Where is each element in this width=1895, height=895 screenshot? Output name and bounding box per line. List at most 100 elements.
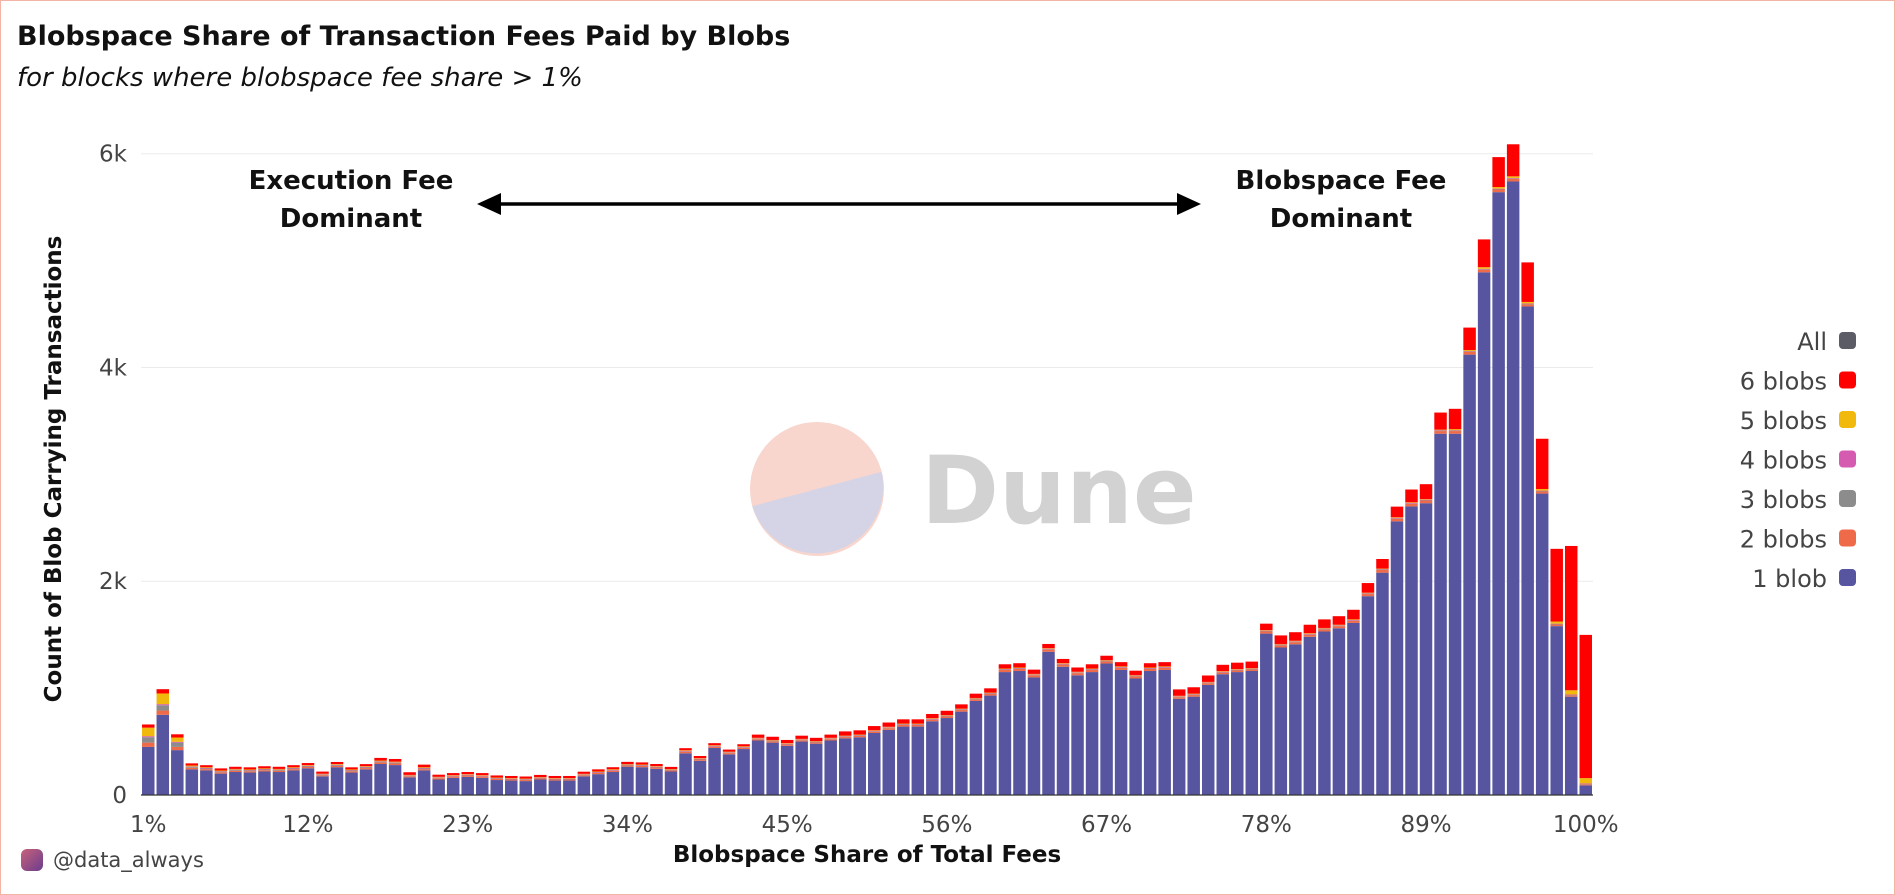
legend-label: 1 blob	[1752, 565, 1827, 593]
bar-segment-5-blobs	[563, 778, 576, 779]
bar-segment-2-blobs	[171, 746, 184, 751]
bar-segment-2-blobs	[766, 741, 779, 743]
bar-stack	[940, 710, 954, 795]
bar-segment-3-blobs	[955, 709, 968, 711]
bar-segment-1-blob	[853, 737, 866, 795]
bar-segment-2-blobs	[316, 775, 329, 777]
bar-segment-3-blobs	[534, 777, 547, 779]
bar-segment-1-blob	[911, 726, 925, 795]
bar-segment-2-blobs	[751, 739, 765, 741]
bar-segment-6-blobs	[1201, 675, 1215, 682]
bar-segment-5-blobs	[519, 778, 533, 780]
bar-stack	[548, 775, 562, 795]
bar-segment-3-blobs	[1463, 351, 1476, 352]
bar-segment-5-blobs	[1318, 627, 1331, 629]
bar-segment-2-blobs	[1085, 669, 1099, 673]
bar-segment-4-blobs	[1564, 694, 1578, 696]
bar-stack	[1492, 157, 1505, 796]
bar-segment-6-blobs	[911, 719, 925, 724]
bar-segment-6-blobs	[548, 775, 562, 779]
legend-item[interactable]: All	[1797, 328, 1856, 356]
bar-segment-1-blob	[955, 711, 968, 795]
bar-segment-1-blob	[214, 773, 228, 795]
bar-stack	[1172, 689, 1186, 795]
bar-segment-1-blob	[1492, 192, 1505, 796]
bar-segment-5-blobs	[1201, 681, 1215, 683]
legend-item[interactable]: 1 blob	[1752, 565, 1856, 593]
bar-segment-6-blobs	[766, 736, 779, 740]
bar-segment-3-blobs	[374, 761, 387, 763]
bar-segment-1-blob	[1071, 675, 1084, 795]
bar-segment-4-blobs	[1419, 499, 1433, 501]
bar-segment-6-blobs	[142, 724, 155, 728]
bar-segment-2-blobs	[693, 759, 707, 761]
bar-stack	[1332, 616, 1346, 795]
bar-segment-4-blobs	[374, 761, 387, 762]
bar-segment-2-blobs	[446, 776, 460, 778]
bar-stack	[955, 704, 968, 795]
bar-segment-5-blobs	[1013, 667, 1026, 669]
bar-segment-2-blobs	[185, 767, 199, 770]
bar-segment-3-blobs	[461, 775, 474, 776]
bar-segment-2-blobs	[1506, 178, 1520, 182]
bar-segment-6-blobs	[316, 771, 329, 774]
bar-segment-1-blob	[592, 774, 605, 795]
bar-segment-4-blobs	[563, 778, 576, 780]
bar-segment-5-blobs	[795, 738, 808, 740]
bar-segment-2-blobs	[679, 751, 692, 754]
bar-segment-6-blobs	[403, 772, 416, 775]
legend-label: 5 blobs	[1740, 407, 1827, 435]
legend-item[interactable]: 3 blobs	[1740, 486, 1856, 514]
bar-segment-5-blobs	[156, 693, 170, 705]
bar-segment-3-blobs	[650, 767, 663, 768]
bar-stack	[330, 761, 344, 795]
bar-segment-6-blobs	[258, 766, 271, 769]
bar-segment-3-blobs	[882, 727, 896, 729]
bar-segment-5-blobs	[1158, 666, 1171, 667]
bar-segment-4-blobs	[780, 743, 794, 745]
bar-segment-1-blob	[1463, 354, 1476, 795]
bar-segment-4-blobs	[432, 777, 445, 778]
bar-segment-2-blobs	[853, 736, 866, 738]
legend-item[interactable]: 5 blobs	[1740, 407, 1856, 435]
bar-segment-5-blobs	[693, 758, 707, 759]
legend-item[interactable]: 4 blobs	[1740, 447, 1856, 475]
bar-segment-1-blob	[1506, 181, 1520, 796]
bar-segment-1-blob	[795, 741, 808, 795]
bar-stack	[766, 736, 779, 795]
bar-segment-2-blobs	[1260, 631, 1273, 634]
bar-segment-2-blobs	[926, 719, 939, 722]
bar-segment-3-blobs	[505, 778, 518, 780]
legend: All 6 blobs 5 blobs 4 blobs 3 blobs 2 blobs 1 …	[1740, 328, 1856, 593]
bar-segment-6-blobs	[577, 771, 591, 774]
legend-item[interactable]: 2 blobs	[1740, 526, 1856, 554]
bar-segment-4-blobs	[577, 774, 591, 775]
bar-stack	[737, 744, 750, 795]
bar-segment-1-blob	[374, 764, 387, 795]
bar-segment-2-blobs	[737, 747, 750, 750]
bar-segment-3-blobs	[1114, 667, 1128, 668]
bar-segment-1-blob	[824, 740, 837, 795]
x-tick-label: 34%	[602, 812, 653, 838]
bar-segment-6-blobs	[635, 762, 649, 765]
bar-stack	[795, 735, 808, 795]
bar-segment-3-blobs	[1274, 644, 1288, 646]
bar-segment-3-blobs	[635, 765, 649, 766]
bar-stack	[475, 773, 489, 795]
bar-stack	[1419, 484, 1433, 795]
bar-segment-6-blobs	[1158, 662, 1171, 667]
bar-stack	[1245, 661, 1259, 795]
bar-segment-3-blobs	[200, 768, 213, 770]
bar-segment-6-blobs	[301, 763, 315, 766]
bar-segment-2-blobs	[1448, 431, 1462, 434]
bar-segment-6-blobs	[1274, 635, 1288, 644]
bar-segment-2-blobs	[1463, 351, 1476, 355]
bar-segment-2-blobs	[708, 746, 721, 748]
legend-item[interactable]: 6 blobs	[1740, 368, 1856, 396]
bar-stack	[1231, 662, 1244, 795]
bar-segment-4-blobs	[1303, 633, 1317, 635]
bar-segment-4-blobs	[1506, 177, 1520, 179]
bar-segment-2-blobs	[1100, 661, 1113, 664]
bar-segment-5-blobs	[1332, 624, 1346, 626]
bar-segment-2-blobs	[229, 770, 242, 773]
